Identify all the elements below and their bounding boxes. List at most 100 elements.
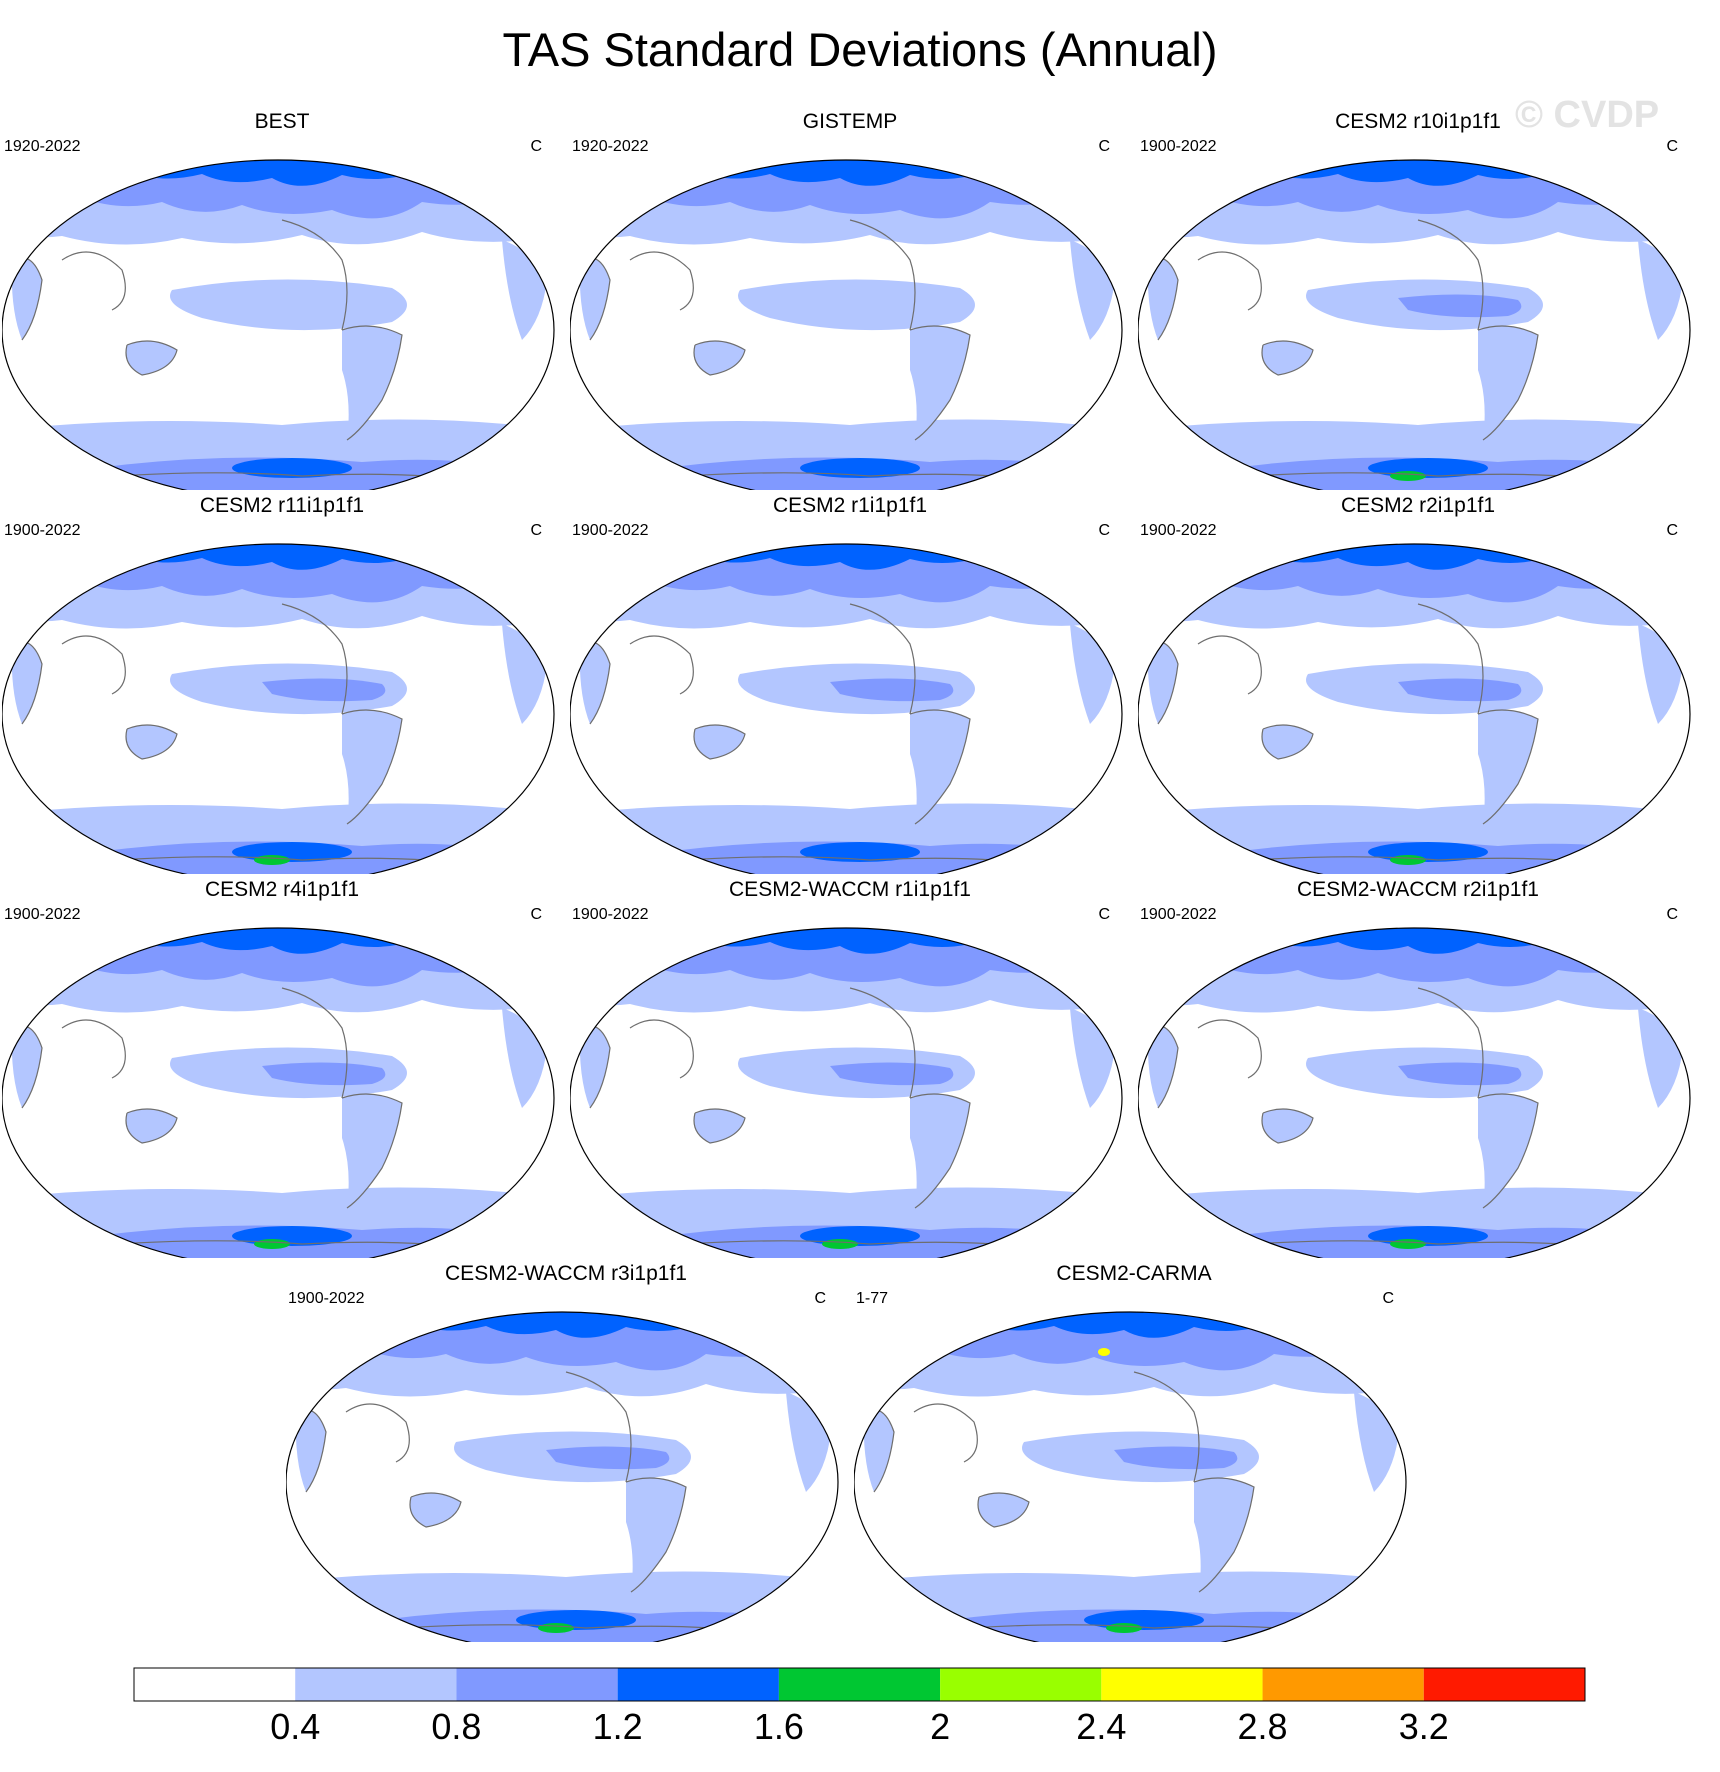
coastlines	[11, 219, 503, 486]
map-plot	[2, 543, 555, 874]
field-contour-sh-1.2	[800, 842, 920, 862]
land-south-america	[1478, 710, 1538, 824]
map-panel: GISTEMP 1920-2022 C	[570, 110, 1130, 490]
panel-period: 1900-2022	[572, 522, 649, 539]
land-africa	[863, 1409, 894, 1492]
field-contour-nh-1.6b	[1540, 928, 1556, 950]
coastlines	[11, 987, 503, 1254]
field-contour-nh-1.6	[130, 928, 174, 938]
land-africa	[11, 257, 42, 340]
land-south-america	[342, 326, 402, 440]
colorbar-tick-label: 1.2	[593, 1706, 643, 1747]
field-contour-nh-2.0	[1280, 928, 1296, 934]
colorbar-frame	[133, 1667, 1586, 1702]
field-contour-enso-0.8	[1398, 1062, 1522, 1086]
map-plot	[2, 159, 555, 490]
field-contour-nh-1.2	[1238, 160, 1558, 186]
field-contour-nh-1.2	[954, 1312, 1274, 1338]
map-outline	[286, 1311, 839, 1642]
coastlines	[863, 1371, 1355, 1638]
map-outline	[570, 927, 1123, 1258]
panel-unit: C	[1666, 138, 1678, 155]
panel-period: 1920-2022	[572, 138, 649, 155]
field-contour-nh-2.0	[144, 544, 160, 550]
field-contour-nh-2.0	[712, 928, 728, 934]
field-contour-nh-1.6	[414, 1312, 458, 1322]
watermark: © CVDP	[1515, 94, 1660, 136]
field-contour-nh-1.6	[982, 1312, 1026, 1322]
coastlines	[579, 603, 1071, 870]
field-contour-enso-0.8	[1398, 294, 1522, 318]
panel-unit: C	[1098, 522, 1110, 539]
land-south-america	[342, 710, 402, 824]
coastlines	[1147, 219, 1639, 486]
map-outline	[1138, 927, 1691, 1258]
panel-title: GISTEMP	[802, 110, 898, 133]
land-south-america	[910, 326, 970, 440]
map-plot	[286, 1311, 839, 1642]
map-plot	[1138, 927, 1691, 1258]
field-contour-nh-1.6	[698, 544, 742, 554]
field-contour-enso-0.4	[170, 279, 407, 331]
field-contour-enso-0.8	[262, 1062, 386, 1086]
coastlines	[579, 219, 1071, 486]
land-south-america	[342, 1094, 402, 1208]
field-contour-nh-1.2	[670, 160, 990, 186]
panel-unit: C	[1098, 906, 1110, 923]
field-contour-nh-1.2	[386, 1312, 706, 1338]
field-contour-nh-2.0	[1280, 544, 1296, 550]
panel-title: CESM2-WACCM r1i1p1f1	[729, 878, 971, 901]
field-contour-nh-1.6b	[1256, 1312, 1272, 1334]
map-panel: CESM2 r11i1p1f1 1900-2022 C	[2, 494, 562, 874]
field-contour-nh-2.4	[1098, 1348, 1110, 1356]
land-australia	[978, 1493, 1029, 1527]
colorbar-box	[456, 1668, 618, 1701]
coastlines	[1147, 603, 1639, 870]
field-contour-enso-0.8	[830, 678, 954, 702]
panel-title: CESM2 r11i1p1f1	[199, 494, 365, 517]
field-contour-nh-1.2	[102, 160, 422, 186]
field-contour-enso-0.8	[830, 1062, 954, 1086]
panel-period: 1900-2022	[4, 906, 81, 923]
field-contour-nh-1.2	[102, 928, 422, 954]
panel-title: CESM2-WACCM r2i1p1f1	[1297, 878, 1539, 901]
field-contour-nh-2.0	[428, 1312, 444, 1318]
panel-unit: C	[1382, 1290, 1394, 1307]
map-panel: CESM2-CARMA 1-77 C	[854, 1262, 1414, 1642]
field-contour-nh-1.6b	[1540, 160, 1556, 182]
map-plot	[570, 543, 1123, 874]
colorbar-box	[134, 1668, 296, 1701]
colorbar-box	[778, 1668, 941, 1701]
land-south-america	[1194, 1478, 1254, 1592]
map-plot	[1138, 543, 1691, 874]
map-panel: CESM2 r2i1p1f1 1900-2022 C	[1138, 494, 1698, 874]
coastlines	[1147, 987, 1639, 1254]
field-contour-sh-1.6	[1390, 471, 1426, 481]
land-south-america	[1478, 1094, 1538, 1208]
field-contour-sh-1.6	[254, 855, 290, 865]
map-panel: CESM2-WACCM r1i1p1f1 1900-2022 C	[570, 878, 1130, 1258]
panel-period: 1920-2022	[4, 138, 81, 155]
field-contour-nh-1.2	[670, 544, 990, 570]
figure-title: TAS Standard Deviations (Annual)	[502, 23, 1218, 76]
field-contour-nh-2.0	[1280, 160, 1296, 166]
field-contour-sh-1.2	[232, 458, 352, 478]
colorbar-tick-label: 2.4	[1076, 1706, 1126, 1747]
colorbar-box	[1101, 1668, 1263, 1701]
panel-title: CESM2-WACCM r3i1p1f1	[445, 1262, 687, 1285]
field-contour-sh-1.6	[1106, 1623, 1142, 1633]
field-contour-enso-0.8	[546, 1446, 670, 1470]
land-africa	[11, 641, 42, 724]
panel-period: 1-77	[856, 1290, 889, 1307]
map-outline	[1138, 543, 1691, 874]
land-australia	[126, 341, 177, 375]
panel-unit: C	[1666, 906, 1678, 923]
map-plot	[854, 1311, 1407, 1642]
panel-unit: C	[530, 522, 542, 539]
land-africa	[11, 1025, 42, 1108]
land-australia	[694, 725, 745, 759]
field-contour-sh-1.2	[800, 458, 920, 478]
field-contour-nh-1.2	[670, 928, 990, 954]
field-contour-nh-1.6b	[688, 1312, 704, 1334]
land-australia	[1262, 1109, 1313, 1143]
